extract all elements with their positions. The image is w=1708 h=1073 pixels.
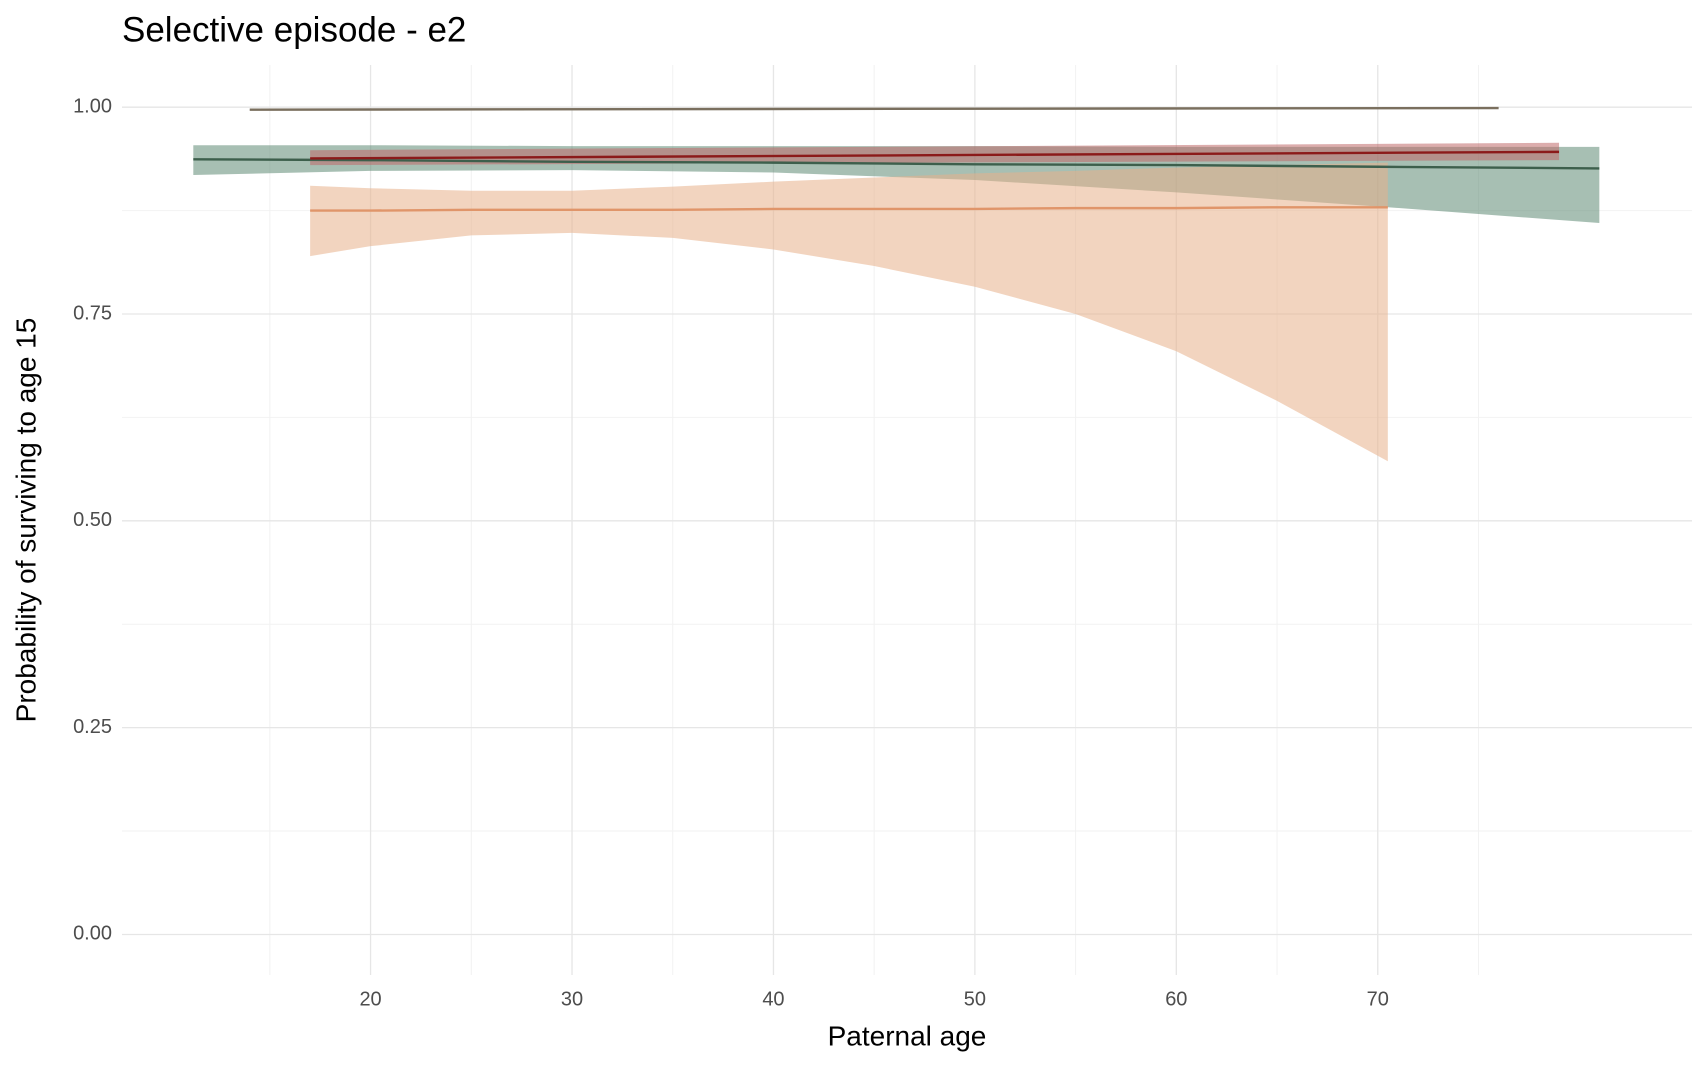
line xyxy=(193,158,1600,170)
x-tick-label: 50 xyxy=(964,988,986,1010)
x-tick-label: 20 xyxy=(359,988,381,1010)
y-tick-label: 0.25 xyxy=(73,716,112,738)
y-tick-label: 1.00 xyxy=(73,95,112,117)
line xyxy=(310,150,1560,160)
x-tick-label: 70 xyxy=(1367,988,1389,1010)
x-tick-label: 60 xyxy=(1165,988,1187,1010)
confidence-band xyxy=(310,142,1560,166)
y-axis-title: Probability of surviving to age 15 xyxy=(10,318,41,723)
line xyxy=(310,206,1388,212)
x-axis-title: Paternal age xyxy=(828,1020,987,1051)
line xyxy=(249,106,1499,111)
x-tick-label: 30 xyxy=(561,988,583,1010)
chart-title: Selective episode - e2 xyxy=(122,10,466,49)
y-tick-label: 0.75 xyxy=(73,302,112,324)
x-tick-label: 40 xyxy=(762,988,784,1010)
y-tick-label: 0.50 xyxy=(73,509,112,531)
y-tick-label: 0.00 xyxy=(73,923,112,945)
confidence-band xyxy=(310,162,1388,462)
